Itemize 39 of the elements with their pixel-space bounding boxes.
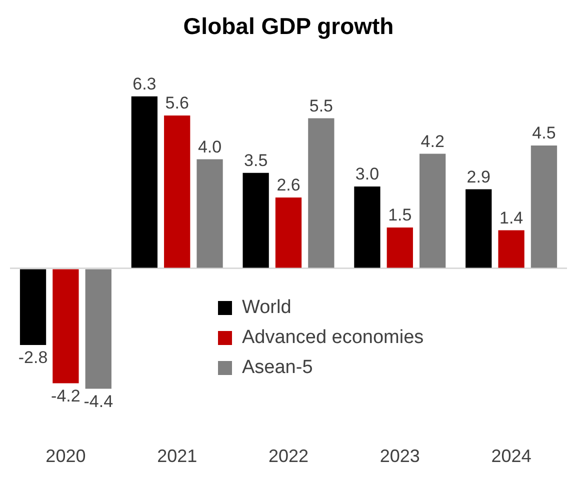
legend-label: Advanced economies [242, 327, 424, 349]
bar [354, 186, 380, 268]
bar [498, 230, 524, 268]
bar [275, 197, 302, 268]
bar [52, 269, 79, 384]
data-label: 3.5 [244, 151, 268, 170]
x-tick-label: 2023 [380, 446, 420, 466]
data-label: 2.9 [466, 167, 490, 186]
data-label: 3.0 [355, 164, 380, 184]
bar [20, 269, 46, 345]
x-tick-label: 2020 [46, 446, 86, 466]
bar [530, 146, 558, 268]
x-tick-label: 2024 [491, 446, 532, 466]
bar [386, 228, 413, 268]
bar [196, 159, 223, 268]
data-label: 4.2 [420, 132, 444, 151]
data-label: -4.2 [51, 386, 80, 406]
data-label: -4.4 [84, 392, 114, 411]
data-label: 2.6 [276, 176, 300, 195]
x-tick-label: 2021 [157, 446, 198, 466]
data-label: 1.5 [388, 206, 412, 225]
bar [85, 269, 112, 389]
data-label: 1.4 [499, 208, 524, 228]
data-label: 5.6 [165, 94, 189, 113]
x-tick-label: 2022 [268, 446, 309, 466]
chart-title: Global GDP growth [183, 13, 394, 40]
legend-label: World [242, 297, 292, 319]
bar [131, 96, 158, 268]
data-label: 4.0 [198, 137, 222, 156]
bar [420, 154, 446, 268]
bar [242, 172, 269, 268]
bar [164, 116, 190, 268]
legend-label: Asean-5 [242, 357, 313, 379]
data-label: 4.5 [532, 124, 556, 143]
data-label: -2.8 [18, 348, 48, 368]
bar [466, 189, 492, 268]
bar [308, 118, 334, 268]
data-label: 6.3 [132, 74, 156, 94]
data-label: 5.5 [309, 96, 333, 116]
